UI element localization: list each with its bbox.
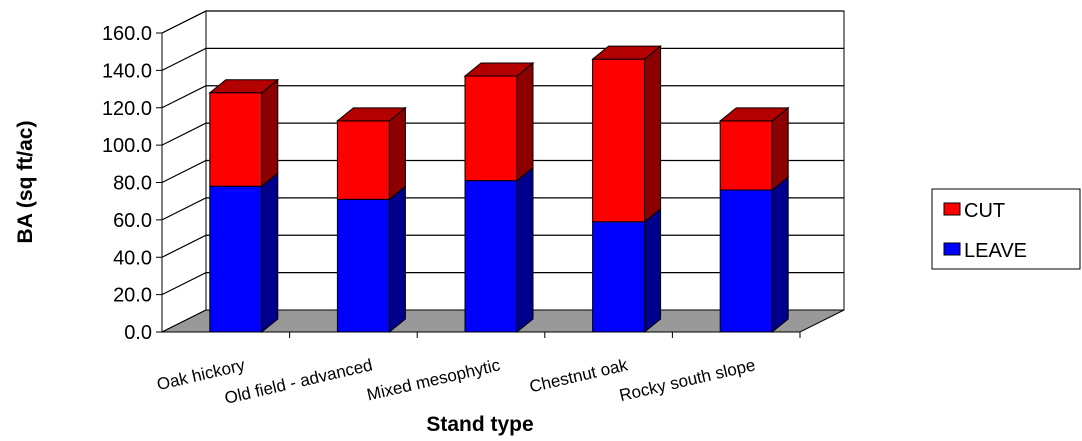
x-category-label: Mixed mesophytic <box>365 355 502 404</box>
bar-cut-1-front <box>209 92 263 187</box>
y-tick-label: 60.0 <box>113 210 152 232</box>
legend-box <box>931 188 1081 270</box>
bar-leave-5-side <box>771 175 789 334</box>
bar-cut-4-top <box>591 45 663 60</box>
bar-cut-5-side <box>771 106 789 192</box>
bar-cut-1-side <box>261 78 279 188</box>
bar-cut-4-side <box>644 45 662 223</box>
bar-leave-3-front <box>464 180 518 333</box>
bar-cut-5 <box>718 106 790 192</box>
bar-leave-2-front <box>336 198 390 333</box>
y-axis-ticks: 0.0 20.0 40.0 60.0 80.0 100.0 120.0 140.0 160.0 <box>102 23 163 344</box>
legend: CUT LEAVE <box>931 188 1081 270</box>
bar-leave-2-side <box>388 185 406 334</box>
x-axis-title: Stand type <box>426 413 533 436</box>
y-tick-label: 160.0 <box>102 23 152 45</box>
bar-cut-2 <box>335 106 407 201</box>
gridline <box>161 10 844 34</box>
bar-cut-5-front <box>719 120 773 191</box>
x-category-label: Old field - advanced <box>223 355 375 408</box>
bar-leave-4-side <box>644 207 662 334</box>
bar-cut-3-side <box>516 61 534 182</box>
bar-cut-3-front <box>464 75 518 182</box>
bar-leave-5 <box>719 175 789 334</box>
bar-cut-5-top <box>718 107 790 122</box>
bar-cut-4-front <box>592 58 646 223</box>
y-tick-label: 20.0 <box>113 285 152 307</box>
legend-swatch-cut <box>943 202 961 216</box>
y-tick-label: 80.0 <box>113 173 152 195</box>
bar-cut-2-front <box>336 120 390 200</box>
bar-cut-1-top <box>208 79 280 94</box>
legend-swatch-leave <box>943 242 961 256</box>
y-tick-label: 100.0 <box>102 135 152 157</box>
bar-cut-4 <box>591 45 663 223</box>
bar-leave-1-front <box>209 185 263 333</box>
bar-cut-2-top <box>335 107 407 122</box>
bar-cut-2-side <box>388 106 406 201</box>
x-category-label: Rocky south slope <box>617 355 757 405</box>
y-axis-title: BA (sq ft/ac) <box>14 121 37 244</box>
bar-leave-4 <box>592 207 662 334</box>
bars <box>208 45 790 334</box>
bar-cut-3-top <box>463 62 535 77</box>
bar-leave-4-front <box>592 221 646 333</box>
bar-cut-3 <box>463 61 535 182</box>
bar-leave-5-front <box>719 189 773 333</box>
legend-label-leave: LEAVE <box>964 240 1027 262</box>
y-tick-label: 120.0 <box>102 98 152 120</box>
bar-leave-1 <box>209 172 279 334</box>
y-tick-label: 0.0 <box>124 322 152 344</box>
legend-label-cut: CUT <box>964 200 1005 222</box>
bar-cut-1 <box>208 78 280 188</box>
x-category-label: Chestnut oak <box>528 355 630 396</box>
y-tick-label: 40.0 <box>113 247 152 269</box>
bar-leave-3-side <box>516 166 534 334</box>
bar-leave-3 <box>464 166 534 334</box>
bar-leave-2 <box>336 185 406 334</box>
bar-leave-1-side <box>261 172 279 334</box>
y-tick-label: 140.0 <box>102 60 152 82</box>
